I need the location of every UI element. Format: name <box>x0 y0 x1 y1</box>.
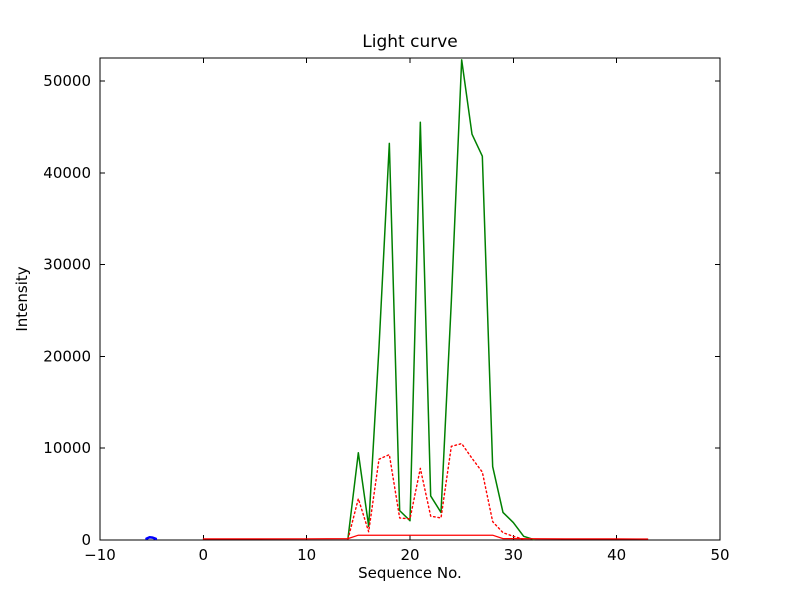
x-axis-label: Sequence No. <box>358 564 462 582</box>
x-tick-label: 0 <box>199 546 209 564</box>
y-tick-label: 10000 <box>43 439 91 457</box>
chart-title: Light curve <box>362 32 457 52</box>
y-tick-label: 50000 <box>43 72 91 90</box>
blue-marker-line <box>145 536 158 541</box>
x-tick-label: 20 <box>400 546 419 564</box>
y-tick-label: 30000 <box>43 256 91 274</box>
green-intensity-line <box>347 59 535 541</box>
x-tick-label: 30 <box>504 546 523 564</box>
x-tick-label: 10 <box>297 546 316 564</box>
x-tick-label: 50 <box>710 546 729 564</box>
y-tick-label: 40000 <box>43 164 91 182</box>
red-dotted-intensity-line <box>347 442 525 540</box>
x-tick-label: −10 <box>84 546 116 564</box>
plot-frame <box>99 57 721 541</box>
y-axis-label: Intensity <box>13 266 31 331</box>
x-tick-label: 40 <box>607 546 626 564</box>
y-tick-label: 20000 <box>43 347 91 365</box>
series-layer <box>145 59 649 541</box>
y-tick-label: 0 <box>81 531 91 549</box>
red-solid-background-line <box>202 534 649 540</box>
